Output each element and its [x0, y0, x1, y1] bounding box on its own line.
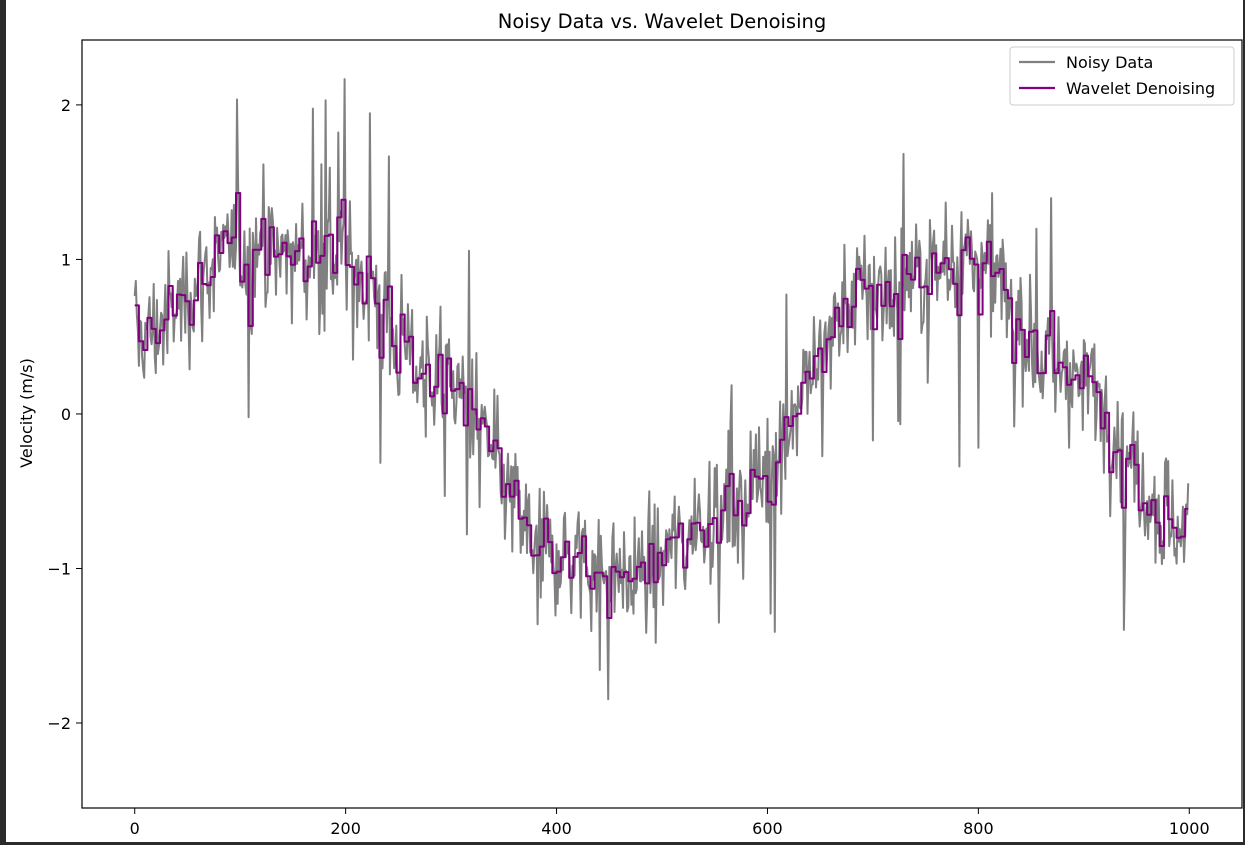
- y-tick-label: −1: [47, 559, 71, 578]
- series-noisy-data: [133, 78, 1190, 701]
- legend-label-denoised: Wavelet Denoising: [1066, 79, 1215, 98]
- series-wavelet-denoising: [134, 192, 1189, 619]
- y-tick-label: −2: [47, 714, 71, 733]
- y-tick-label: 0: [61, 405, 71, 424]
- figure: Noisy Data vs. Wavelet Denoising Velocit…: [6, 0, 1243, 842]
- x-tick-label: 1000: [1169, 819, 1210, 838]
- x-tick-label: 200: [330, 819, 361, 838]
- legend: Noisy Data Wavelet Denoising: [1009, 46, 1235, 106]
- chart-svg: Noisy Data vs. Wavelet Denoising Velocit…: [17, 10, 1243, 838]
- chart-title: Noisy Data vs. Wavelet Denoising: [498, 10, 827, 33]
- y-axis-label: Velocity (m/s): [17, 358, 36, 468]
- x-tick-label: 600: [752, 819, 783, 838]
- axes: 0 200 400 600 800 1000 −2 −1 0 1 2: [47, 39, 1243, 838]
- axes-frame: [81, 39, 1243, 809]
- x-tick-label: 400: [541, 819, 572, 838]
- x-tick-label: 800: [963, 819, 994, 838]
- y-tick-label: 2: [61, 96, 71, 115]
- legend-label-noisy: Noisy Data: [1066, 53, 1153, 72]
- y-tick-label: 1: [61, 250, 71, 269]
- legend-box: [1009, 46, 1235, 106]
- plot-area: [133, 78, 1190, 701]
- x-tick-label: 0: [130, 819, 140, 838]
